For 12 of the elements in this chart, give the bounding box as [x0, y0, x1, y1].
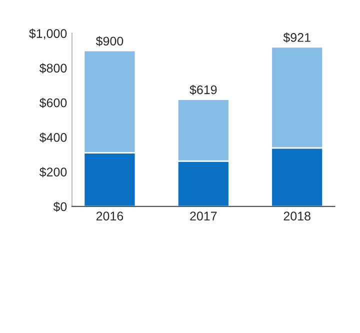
- y-tick-label: $200: [39, 167, 67, 178]
- x-tick-label: 2016: [96, 212, 124, 221]
- y-tick-label: $1,000: [29, 28, 67, 40]
- y-tick-label: $0: [53, 202, 67, 212]
- total-label: $921: [283, 32, 310, 43]
- y-tick-label: $600: [39, 98, 67, 108]
- total-label: $900: [96, 36, 124, 46]
- x-tick-label: 2018: [284, 212, 310, 221]
- total-label: $619: [190, 84, 217, 95]
- y-tick-label: $400: [39, 132, 67, 143]
- x-tick-label: 2017: [190, 212, 217, 221]
- y-tick-label: $800: [39, 63, 67, 74]
